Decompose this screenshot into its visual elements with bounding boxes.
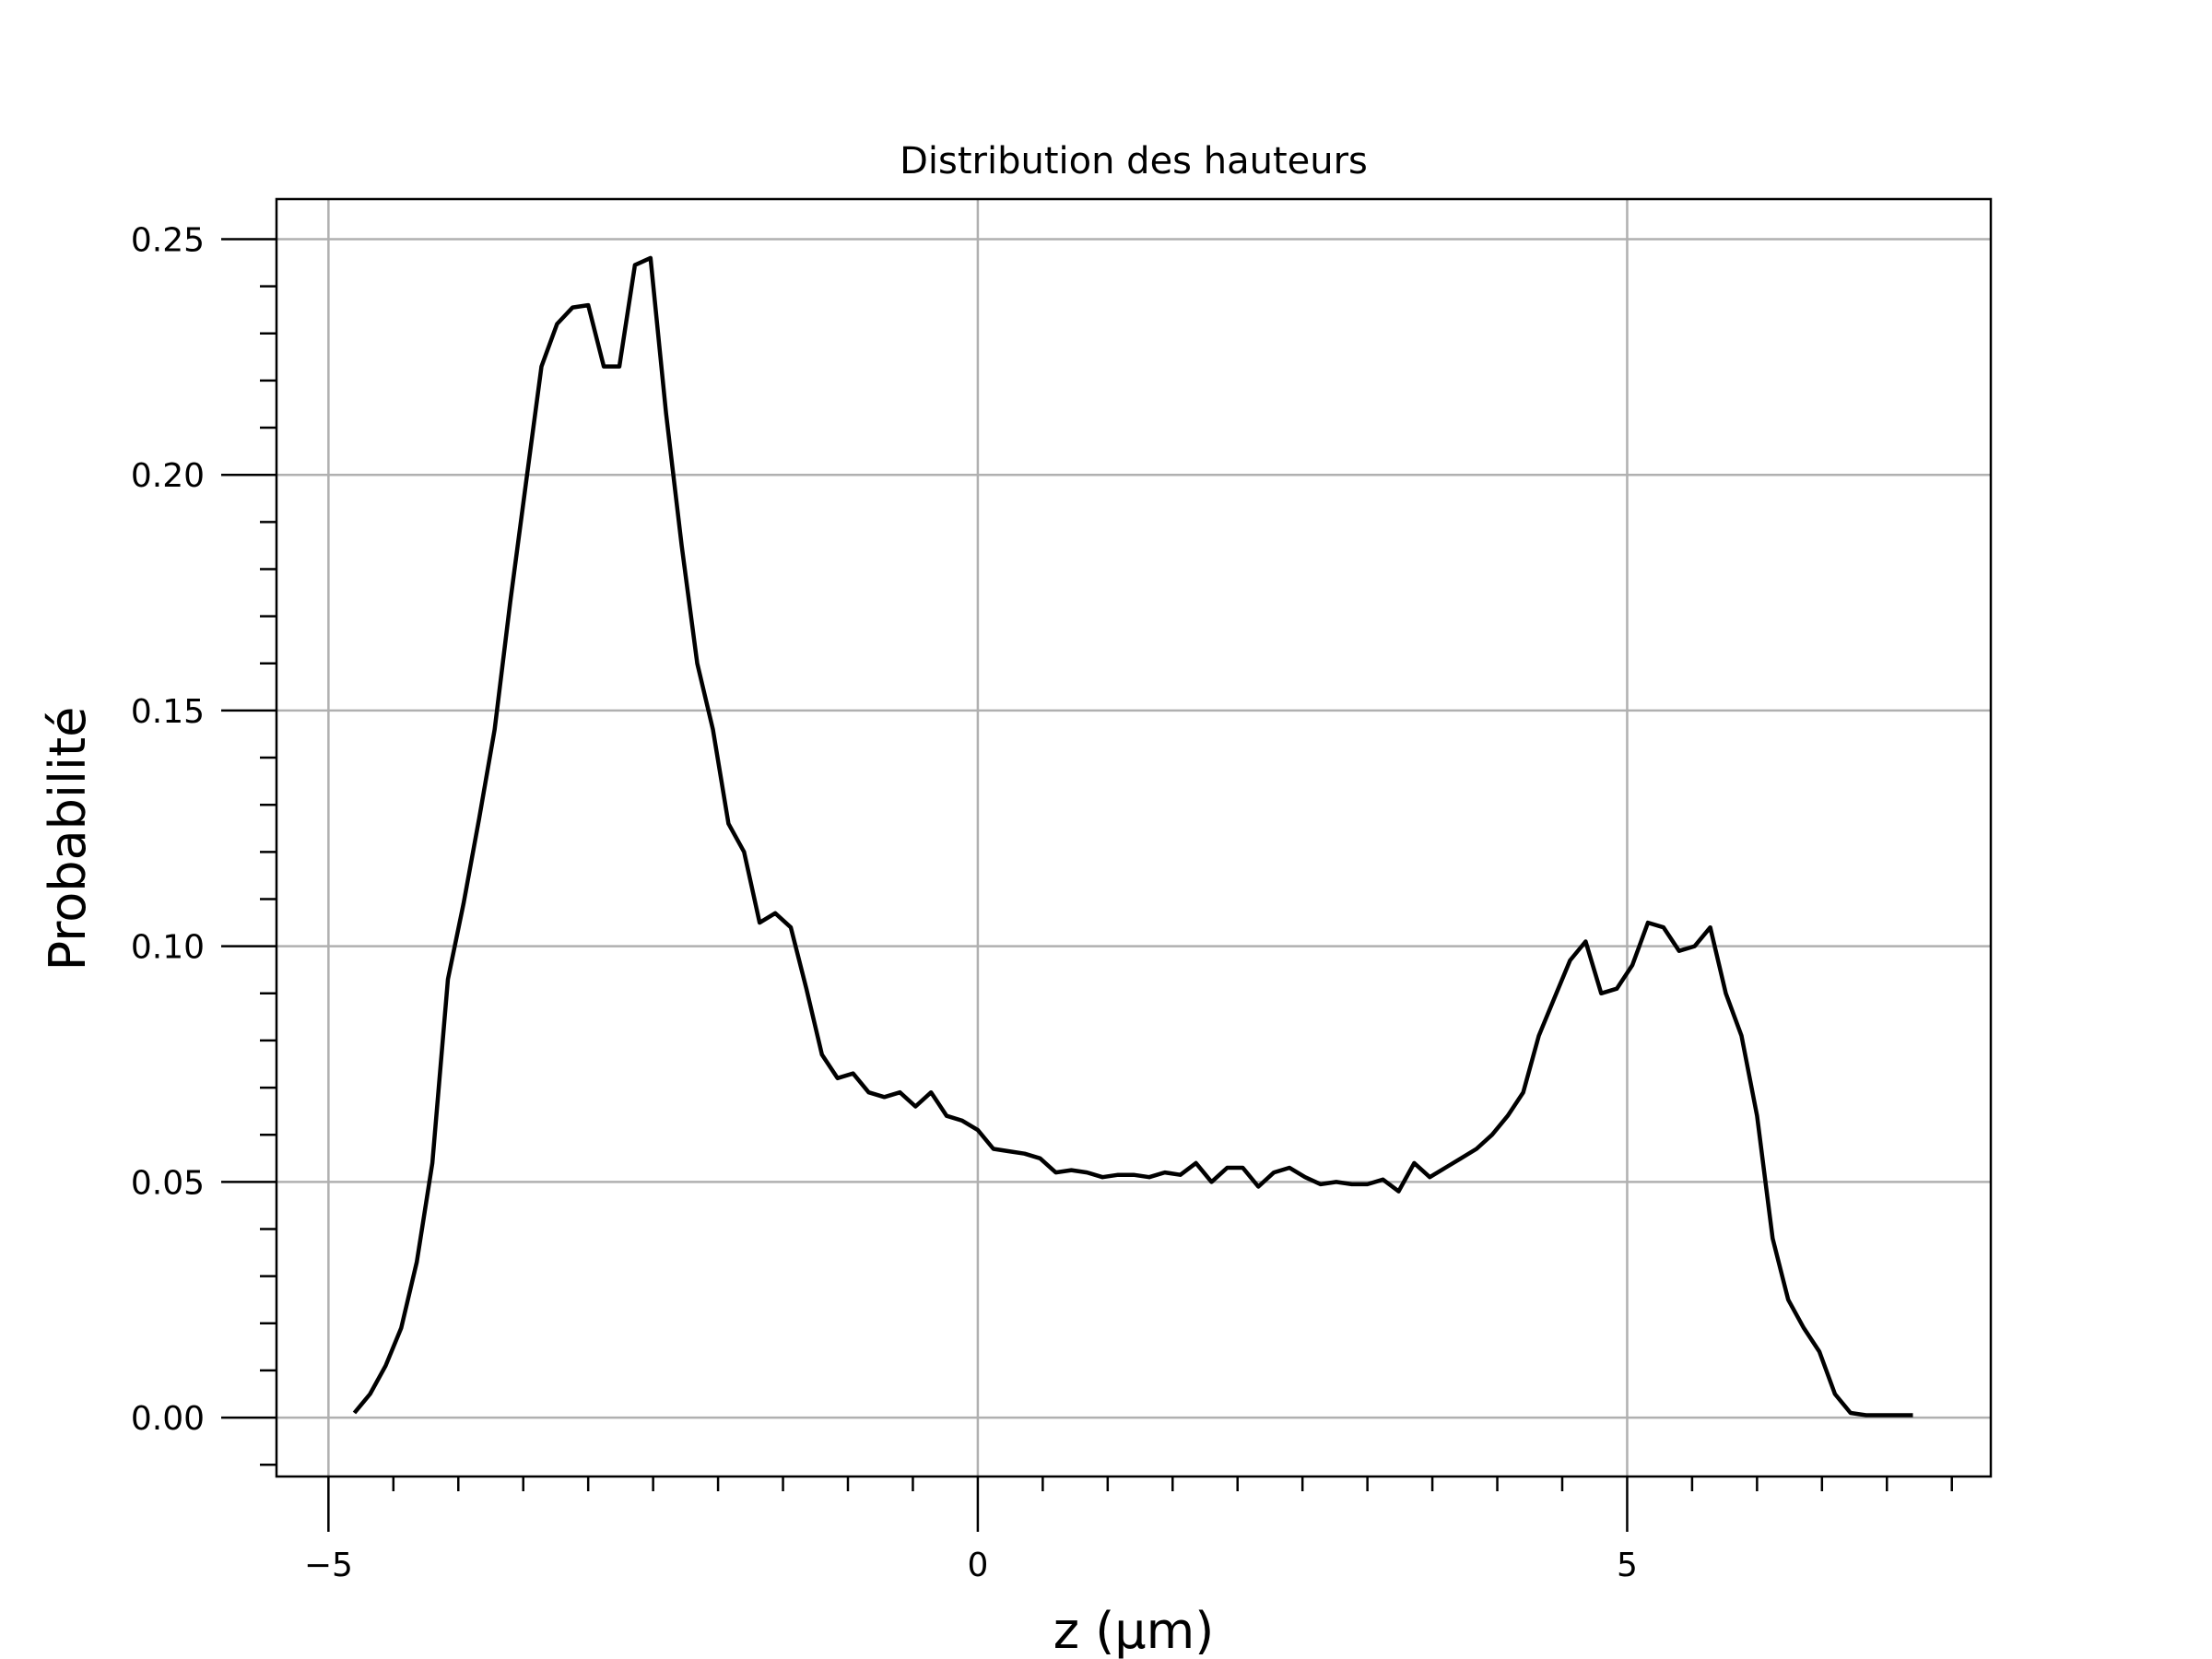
series-line <box>352 255 1913 1418</box>
x-tick-label: 0 <box>967 1547 988 1584</box>
y-tick-label: 0.15 <box>131 693 205 731</box>
plot-frame <box>275 197 1993 1478</box>
y-tick-label: 0.25 <box>131 221 205 259</box>
y-tick-label: 0.00 <box>131 1400 205 1438</box>
x-axis-label: z (µm) <box>1053 1602 1215 1659</box>
y-tick-label: 0.05 <box>131 1164 205 1202</box>
x-tick-label: 5 <box>1617 1547 1638 1584</box>
x-tick-label: −5 <box>304 1547 353 1584</box>
y-tick-label: 0.20 <box>131 457 205 495</box>
chart-title: Distribution des hauteurs <box>900 140 1368 182</box>
grid-lines <box>276 199 1991 1477</box>
y-axis-label: Probabilité <box>39 707 97 971</box>
y-tick-label: 0.10 <box>131 929 205 967</box>
y-axis: 0.00 0.05 0.10 0.15 0.20 0.25 <box>131 221 276 1466</box>
x-axis: −5 0 5 <box>304 1477 1953 1584</box>
